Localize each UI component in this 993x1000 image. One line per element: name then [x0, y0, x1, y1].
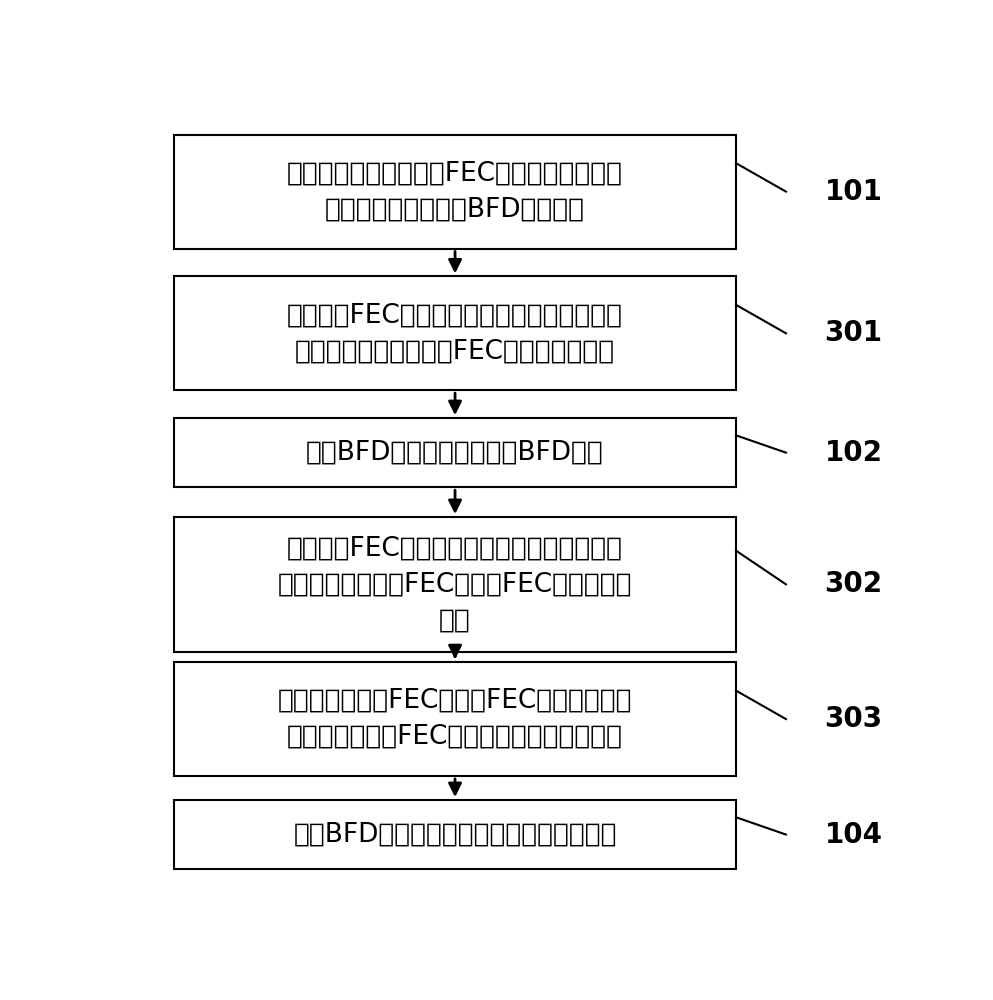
- Text: 获取指定FEC对应的标签转发路径上每个节点
的节点信息，记录指定FEC的所有节点信息: 获取指定FEC对应的标签转发路径上每个节点 的节点信息，记录指定FEC的所有节点…: [287, 302, 623, 364]
- Text: 301: 301: [824, 319, 883, 347]
- FancyBboxPatch shape: [174, 800, 736, 869]
- FancyBboxPatch shape: [174, 418, 736, 487]
- FancyBboxPatch shape: [174, 276, 736, 390]
- Text: 利用BFD会话，检测标签转发路径是否正常: 利用BFD会话，检测标签转发路径是否正常: [293, 822, 617, 848]
- FancyBboxPatch shape: [174, 662, 736, 776]
- Text: 303: 303: [824, 705, 883, 733]
- Text: 利用BFD会话配置形成一个BFD会话: 利用BFD会话配置形成一个BFD会话: [306, 440, 604, 466]
- Text: 302: 302: [824, 570, 883, 598]
- Text: 101: 101: [824, 178, 883, 206]
- FancyBboxPatch shape: [174, 135, 736, 249]
- FancyBboxPatch shape: [174, 517, 736, 652]
- Text: 获取其他FEC的标签转发路径上每个节点的节
点信息，记录其他FEC中每条FEC的所有节点
信息: 获取其他FEC的标签转发路径上每个节点的节 点信息，记录其他FEC中每条FEC的…: [278, 535, 633, 633]
- Text: 确定记录的其他FEC中每条FEC的所有节点信
息与记录的指定FEC的所有节点信息是否相同: 确定记录的其他FEC中每条FEC的所有节点信 息与记录的指定FEC的所有节点信息…: [278, 688, 633, 750]
- Text: 为一条指定转发等价类FEC对应的标签转发路
径进行双向转发检测BFD会话配置: 为一条指定转发等价类FEC对应的标签转发路 径进行双向转发检测BFD会话配置: [287, 161, 623, 223]
- Text: 102: 102: [824, 439, 883, 467]
- Text: 104: 104: [824, 821, 883, 849]
